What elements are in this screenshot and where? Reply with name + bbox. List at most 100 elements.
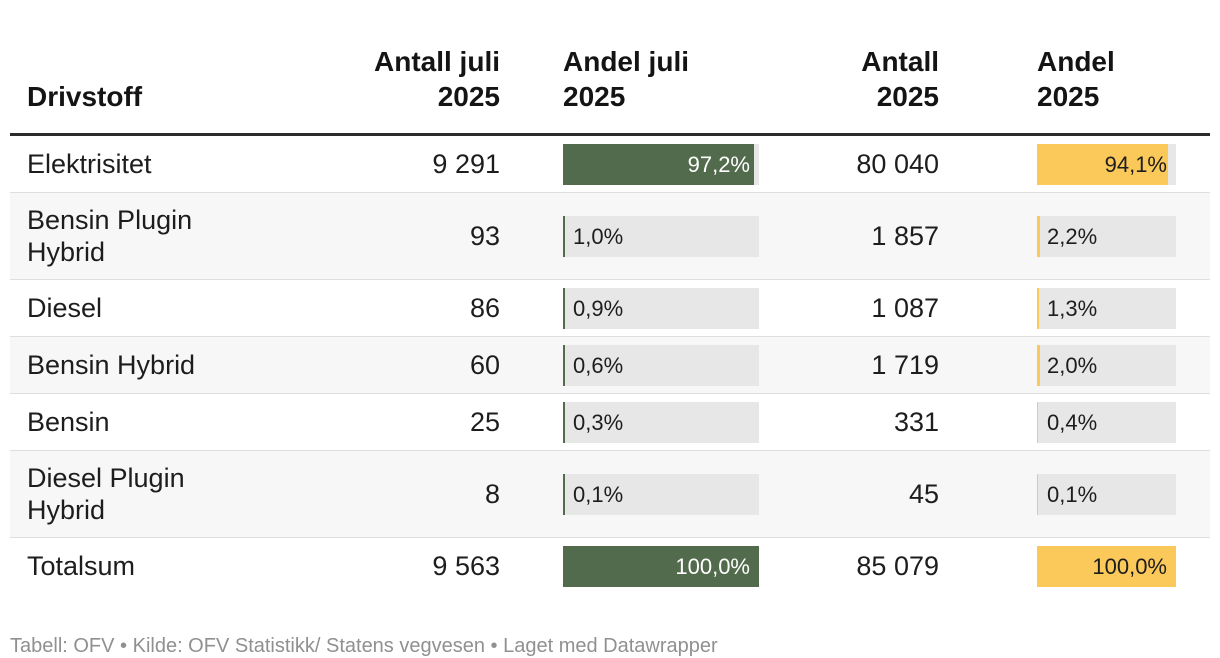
fuel-label: Bensin [27,406,110,438]
count-year-cell: 1 087 [770,281,939,335]
share-year-bar [1037,216,1040,257]
share-july-bar-label: 0,3% [573,402,623,443]
count-july-cell: 9 291 [346,137,500,191]
share-july-bar-track: 1,0% [563,216,759,257]
count-year-cell: 85 079 [770,539,939,593]
table-row: Bensin 25 0,3% 331 0,4% [10,394,1210,451]
share-year-bar [1037,345,1040,386]
fuel-label-cell: Diesel Plugin Hybrid [10,451,346,537]
count-july-cell: 93 [346,209,500,263]
share-july-bar [563,216,565,257]
share-july-bar [563,474,565,515]
fuel-label-cell: Totalsum [10,539,346,593]
share-year-cell: 1,3% [939,288,1210,329]
share-year-bar-track: 1,3% [1037,288,1176,329]
fuel-label: Totalsum [27,550,135,582]
share-july-cell: 1,0% [500,216,770,257]
column-header-label: Antall juli [346,44,500,79]
column-header-label: Andel juli [563,44,770,79]
count-year-cell: 1 719 [770,338,939,392]
column-header-label: Drivstoff [27,79,346,114]
count-july-cell: 60 [346,338,500,392]
share-year-cell: 0,4% [939,402,1210,443]
column-header-drivstoff: Drivstoff [10,79,346,114]
share-year-bar-track: 0,1% [1037,474,1176,515]
share-year-bar [1037,288,1039,329]
share-july-bar-label: 0,9% [573,288,623,329]
column-header-label: 2025 [346,79,500,114]
fuel-label-cell: Bensin Plugin Hybrid [10,193,346,279]
fuel-label: Diesel [27,292,102,324]
share-july-bar-label: 0,1% [573,474,623,515]
table-body: Elektrisitet 9 291 97,2% 80 040 94,1% Be… [10,136,1210,594]
fuel-label: Bensin Hybrid [27,349,195,381]
share-year-bar-label: 100,0% [1092,546,1167,587]
table-row: Elektrisitet 9 291 97,2% 80 040 94,1% [10,136,1210,193]
count-july-cell: 25 [346,395,500,449]
table-row: Diesel 86 0,9% 1 087 1,3% [10,280,1210,337]
count-july-cell: 9 563 [346,539,500,593]
share-year-cell: 94,1% [939,144,1210,185]
share-year-bar-track: 2,0% [1037,345,1176,386]
share-july-cell: 0,1% [500,474,770,515]
table-row: Totalsum 9 563 100,0% 85 079 100,0% [10,538,1210,594]
table-row: Diesel Plugin Hybrid 8 0,1% 45 0,1% [10,451,1210,538]
fuel-label-cell: Bensin Hybrid [10,338,346,392]
column-header-antall-juli-2025: Antall juli 2025 [346,44,500,114]
share-year-cell: 2,0% [939,345,1210,386]
share-july-bar-track: 0,6% [563,345,759,386]
column-header-andel-juli-2025: Andel juli 2025 [500,44,770,114]
share-year-bar-track: 100,0% [1037,546,1176,587]
column-header-label: 2025 [770,79,939,114]
share-july-bar [563,345,565,386]
share-year-bar-track: 2,2% [1037,216,1176,257]
share-july-cell: 0,6% [500,345,770,386]
share-july-bar-label: 1,0% [573,216,623,257]
share-year-bar-label: 1,3% [1047,288,1097,329]
column-header-label: 2025 [563,79,770,114]
table-row: Bensin Hybrid 60 0,6% 1 719 2,0% [10,337,1210,394]
count-july-cell: 8 [346,467,500,521]
share-july-bar-track: 0,3% [563,402,759,443]
share-july-cell: 97,2% [500,144,770,185]
fuel-label: Elektrisitet [27,148,152,180]
share-year-bar-label: 2,2% [1047,216,1097,257]
count-july-cell: 86 [346,281,500,335]
fuel-label: Diesel Plugin Hybrid [27,462,267,526]
share-year-bar-label: 94,1% [1105,144,1167,185]
share-july-bar-label: 0,6% [573,345,623,386]
share-july-bar-track: 0,9% [563,288,759,329]
fuel-label-cell: Bensin [10,395,346,449]
share-july-bar-track: 100,0% [563,546,759,587]
column-header-label: Antall [770,44,939,79]
share-july-cell: 0,3% [500,402,770,443]
attribution-footer: Tabell: OFV • Kilde: OFV Statistikk/ Sta… [10,635,1220,658]
share-year-bar-label: 0,1% [1047,474,1097,515]
column-header-label: 2025 [1037,79,1210,114]
table-header-row: Drivstoff Antall juli 2025 Andel juli 20… [10,0,1210,136]
fuel-label-cell: Diesel [10,281,346,335]
column-header-antall-2025: Antall 2025 [770,44,939,114]
share-year-bar-track: 94,1% [1037,144,1176,185]
share-year-cell: 2,2% [939,216,1210,257]
share-july-bar-label: 100,0% [675,546,750,587]
count-year-cell: 80 040 [770,137,939,191]
share-july-bar-track: 0,1% [563,474,759,515]
count-year-cell: 1 857 [770,209,939,263]
share-july-bar-label: 97,2% [688,144,750,185]
count-year-cell: 331 [770,395,939,449]
fuel-label-cell: Elektrisitet [10,137,346,191]
share-year-bar-label: 2,0% [1047,345,1097,386]
share-july-bar [563,288,565,329]
share-july-cell: 0,9% [500,288,770,329]
share-july-bar-track: 97,2% [563,144,759,185]
share-year-bar [1037,402,1038,443]
table-row: Bensin Plugin Hybrid 93 1,0% 1 857 2,2% [10,193,1210,280]
column-header-label: Andel [1037,44,1210,79]
fuel-label: Bensin Plugin Hybrid [27,204,267,268]
share-year-cell: 100,0% [939,546,1210,587]
fuel-type-table: Drivstoff Antall juli 2025 Andel juli 20… [10,0,1210,594]
share-year-bar-label: 0,4% [1047,402,1097,443]
share-july-bar [563,402,565,443]
share-year-bar-track: 0,4% [1037,402,1176,443]
